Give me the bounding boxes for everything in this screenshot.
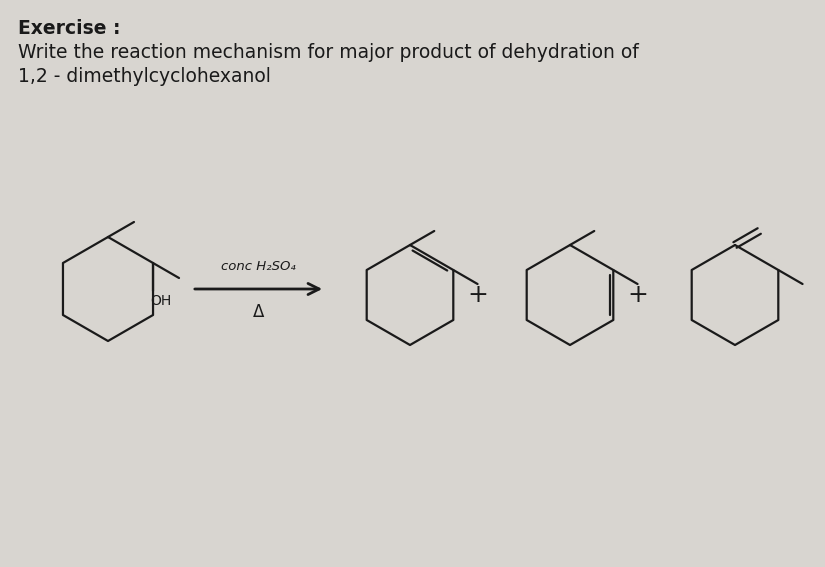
Text: OH: OH <box>150 294 172 308</box>
Text: 1,2 - dimethylcyclohexanol: 1,2 - dimethylcyclohexanol <box>18 67 271 86</box>
Text: Write the reaction mechanism for major product of dehydration of: Write the reaction mechanism for major p… <box>18 43 639 62</box>
Text: +: + <box>468 283 488 307</box>
Text: conc H₂SO₄: conc H₂SO₄ <box>221 260 296 273</box>
Text: Δ: Δ <box>252 303 264 321</box>
Text: +: + <box>628 283 648 307</box>
Text: Exercise :: Exercise : <box>18 19 120 38</box>
